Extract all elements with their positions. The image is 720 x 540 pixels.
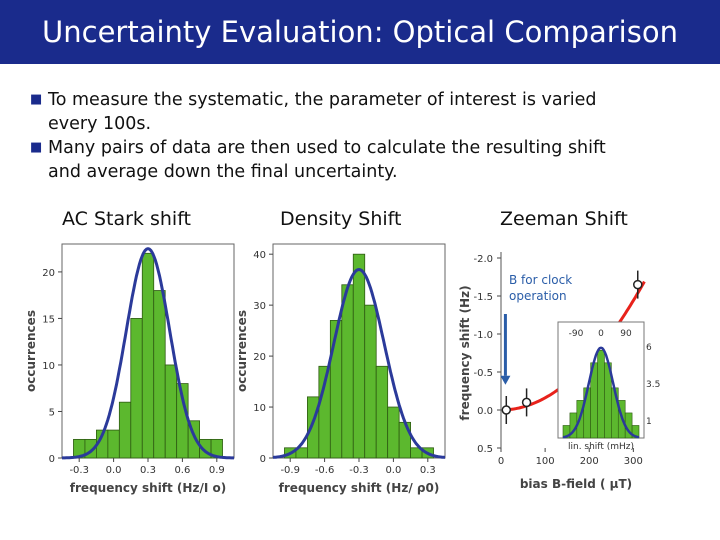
inset-y-tick-label: 1 <box>646 417 652 427</box>
bullet-text-continued: every 100s. <box>48 114 152 134</box>
y-axis-label: occurrences <box>25 310 38 392</box>
inset-bar <box>631 425 640 439</box>
histogram-bar <box>153 290 166 459</box>
bullet-list: ■ To measure the systematic, the paramet… <box>30 88 690 184</box>
x-tick-label: 0.3 <box>140 465 156 476</box>
ac-stark-histogram: -0.3 0.0 0.3 0.6 0.9 0 5 10 15 20 frequency shift … <box>25 243 235 495</box>
x-tick-label: 0 <box>498 456 504 467</box>
square-bullet-icon: ■ <box>30 140 43 155</box>
density-histogram: -0.9 -0.6 -0.3 0.0 0.3 0 10 20 30 40 frequency shi… <box>235 243 446 495</box>
annotation-text: operation <box>509 289 567 303</box>
data-point <box>633 279 643 290</box>
histogram-bar <box>130 318 143 459</box>
y-tick-label: 40 <box>253 250 266 261</box>
bullet-text: Many pairs of data are then used to calc… <box>48 138 606 158</box>
y-tick-label: -0.5 <box>473 368 493 379</box>
x-tick-label: -0.6 <box>315 465 335 476</box>
y-axis-label: frequency shift (Hz) <box>458 285 472 420</box>
inset-x-axis-label: lin. shift (mHz) <box>568 442 634 452</box>
bullet-item: ■ Many pairs of data are then used to ca… <box>30 136 690 184</box>
title-bar: Uncertainty Evaluation: Optical Comparis… <box>0 0 720 64</box>
inset-y-tick-label: 3.5 <box>646 380 660 390</box>
x-axis-label: frequency shift (Hz/ ρ0) <box>279 481 440 495</box>
y-tick-label: 30 <box>253 301 266 312</box>
density-subtitle: Density Shift <box>280 208 402 230</box>
bullet-text-continued: and average down the final uncertainty. <box>48 162 398 182</box>
zeeman-shift-plot: -2.0 -1.5 -1.0 -0.5 0.0 0.5 0 100 200 300 B for cl… <box>458 252 660 491</box>
y-tick-label: 0.5 <box>477 444 493 455</box>
y-tick-label: 0 <box>49 454 55 465</box>
data-point <box>501 405 512 415</box>
inset-gaussian-curve <box>562 346 640 439</box>
x-tick-label: 0.9 <box>209 465 225 476</box>
y-tick-label: -2.0 <box>473 254 493 265</box>
x-tick-label: 0.3 <box>420 465 436 476</box>
x-tick-label: -0.3 <box>69 465 89 476</box>
x-tick-label: 0.0 <box>106 465 122 476</box>
gaussian-fit-curve <box>272 267 446 459</box>
x-tick-label: 0.6 <box>174 465 190 476</box>
histogram-bar <box>141 252 155 459</box>
histogram-bar <box>387 406 400 459</box>
x-tick-label: -0.3 <box>349 465 369 476</box>
x-tick-label: 300 <box>624 456 643 467</box>
inset-x-tick-label: 90 <box>620 329 632 339</box>
histogram-bar <box>352 253 366 459</box>
square-bullet-icon: ■ <box>30 92 43 107</box>
histogram-bar <box>164 364 178 459</box>
x-axis-label: bias B-field ( µT) <box>520 477 632 491</box>
x-tick-label: 100 <box>536 456 555 467</box>
x-tick-label: 0.0 <box>385 465 401 476</box>
annotation-text: B for clock <box>509 273 572 287</box>
annotation-arrow-head <box>500 375 511 385</box>
inset-y-tick-label: 6 <box>646 343 652 353</box>
gaussian-fit-curve <box>62 247 234 460</box>
inset-x-tick-label: 0 <box>598 329 604 339</box>
x-tick-label: -0.9 <box>280 465 300 476</box>
histogram-bar <box>398 421 411 459</box>
y-tick-label: -1.5 <box>473 292 493 303</box>
x-tick-label: 200 <box>580 456 599 467</box>
ac-stark-subtitle: AC Stark shift <box>62 208 192 230</box>
y-tick-label: 15 <box>42 314 55 325</box>
y-tick-label: 20 <box>253 352 266 363</box>
histogram-bar <box>107 429 120 459</box>
histogram-bar <box>341 284 354 459</box>
histogram-bar <box>329 320 343 459</box>
data-point <box>521 397 532 408</box>
y-tick-label: 10 <box>42 361 55 372</box>
y-tick-label: 5 <box>49 407 55 418</box>
bullet-text: To measure the systematic, the parameter… <box>48 90 597 110</box>
zeeman-subtitle: Zeeman Shift <box>500 208 628 230</box>
histogram-bar <box>118 401 132 459</box>
histogram-bar <box>364 304 377 459</box>
histogram-bar <box>375 365 389 459</box>
slide-title: Uncertainty Evaluation: Optical Comparis… <box>42 15 678 49</box>
y-tick-label: 10 <box>253 403 266 414</box>
y-tick-label: -1.0 <box>473 330 493 341</box>
y-tick-label: 20 <box>42 268 55 279</box>
inset-bar <box>597 349 605 439</box>
y-axis-label: occurrences <box>235 310 249 392</box>
inset-x-tick-label: -90 <box>569 329 584 339</box>
y-tick-label: 0.0 <box>477 406 493 417</box>
bullet-item: ■ To measure the systematic, the paramet… <box>30 88 690 136</box>
x-axis-label: frequency shift (Hz/I o) <box>70 481 226 495</box>
y-tick-label: 0 <box>260 454 266 465</box>
